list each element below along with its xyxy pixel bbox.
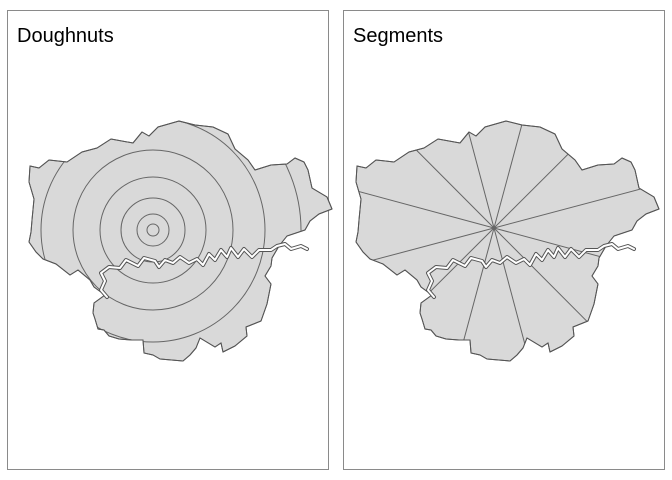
doughnut-ring [99, 176, 207, 284]
map-doughnuts [28, 120, 333, 362]
doughnut-ring [40, 121, 266, 343]
doughnut-rings [29, 121, 302, 361]
panel-segments: Segments [343, 10, 665, 470]
panel-doughnuts: Doughnuts [7, 10, 333, 470]
doughnut-ring [136, 213, 170, 247]
segment-divider [493, 160, 659, 229]
segment-divider [356, 159, 495, 229]
segment-divider [426, 121, 495, 229]
segment-divider [493, 121, 563, 229]
panel-title: Segments [353, 25, 443, 47]
panel-title: Doughnuts [17, 25, 114, 47]
doughnut-ring [29, 121, 302, 361]
doughnut-ring [72, 149, 234, 311]
doughnut-ring [146, 223, 160, 237]
